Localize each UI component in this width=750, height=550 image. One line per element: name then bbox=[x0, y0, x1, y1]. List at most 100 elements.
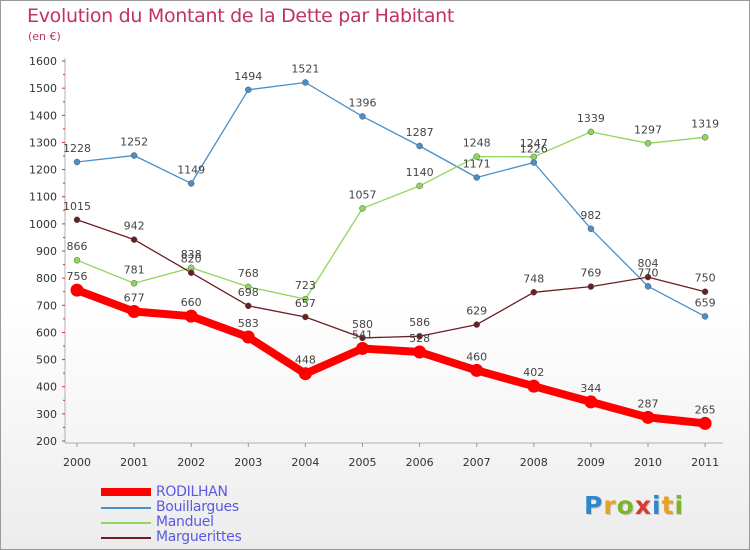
x-tick-label: 2000 bbox=[63, 456, 91, 469]
legend-item-rodilhan: RODILHAN bbox=[101, 484, 361, 500]
x-tick-label: 2010 bbox=[634, 456, 662, 469]
data-label-rodilhan: 677 bbox=[124, 292, 145, 305]
data-point-manduel bbox=[587, 128, 595, 136]
data-label-rodilhan: 460 bbox=[466, 350, 487, 363]
data-point-marguerittes bbox=[187, 269, 195, 276]
data-point-marguerittes bbox=[359, 334, 366, 342]
data-label-rodilhan: 756 bbox=[67, 270, 88, 283]
legend-swatch-rodilhan bbox=[101, 488, 151, 496]
y-tick-label: 400 bbox=[36, 381, 57, 394]
proxiti-logo: Proxiti bbox=[584, 491, 684, 520]
x-axis-ticks: 2000 2001 2002 2003 2004 2005 2006 2007 2008 2009… bbox=[63, 443, 719, 469]
data-label-manduel: 768 bbox=[238, 267, 259, 280]
data-label-bouillargues: 1228 bbox=[63, 142, 91, 155]
data-point-rodilhan bbox=[527, 379, 541, 393]
data-label-manduel: 1297 bbox=[634, 123, 662, 136]
data-label-bouillargues: 1171 bbox=[463, 157, 491, 170]
series-layer bbox=[70, 79, 712, 430]
legend-label-bouillargues: Bouillargues bbox=[156, 499, 239, 515]
data-point-rodilhan bbox=[70, 283, 84, 297]
data-point-rodilhan bbox=[298, 367, 312, 381]
legend-item-manduel: Manduel bbox=[101, 514, 361, 530]
data-label-marguerittes: 657 bbox=[295, 297, 316, 310]
x-tick-label: 2011 bbox=[691, 456, 719, 469]
data-point-marguerittes bbox=[701, 288, 709, 295]
data-label-marguerittes: 750 bbox=[695, 272, 716, 285]
x-tick-label: 2008 bbox=[520, 456, 548, 469]
x-tick-label: 2005 bbox=[349, 456, 377, 469]
data-label-marguerittes: 804 bbox=[638, 257, 659, 270]
logo-letter: i bbox=[674, 491, 685, 520]
data-point-bouillargues bbox=[130, 152, 138, 159]
data-point-marguerittes bbox=[644, 273, 652, 281]
data-point-marguerittes bbox=[416, 332, 423, 340]
series-marguerittes bbox=[73, 216, 709, 342]
data-label-rodilhan: 448 bbox=[295, 354, 316, 367]
series-line-marguerittes bbox=[76, 219, 706, 339]
data-label-manduel: 866 bbox=[67, 240, 88, 253]
data-label-manduel: 723 bbox=[295, 279, 316, 292]
data-label-bouillargues: 1149 bbox=[177, 163, 205, 176]
data-label-rodilhan: 528 bbox=[409, 332, 430, 345]
data-label-manduel: 1140 bbox=[406, 166, 434, 179]
logo-letter: P bbox=[584, 491, 604, 520]
y-tick-label: 700 bbox=[36, 299, 57, 312]
data-label-manduel: 1057 bbox=[349, 188, 377, 201]
data-point-marguerittes bbox=[245, 302, 252, 310]
data-label-marguerittes: 698 bbox=[238, 286, 259, 299]
legend-item-marguerittes: Marguerittes bbox=[101, 529, 361, 545]
data-point-bouillargues bbox=[473, 174, 480, 181]
x-tick-label: 2007 bbox=[463, 456, 491, 469]
data-point-bouillargues bbox=[701, 313, 709, 320]
data-label-rodilhan: 402 bbox=[523, 366, 544, 379]
x-tick-label: 2004 bbox=[291, 456, 319, 469]
data-point-rodilhan bbox=[127, 305, 141, 319]
logo-letter: r bbox=[603, 491, 617, 520]
y-tick-label: 800 bbox=[36, 272, 57, 285]
data-label-rodilhan: 660 bbox=[181, 296, 202, 309]
data-point-bouillargues bbox=[245, 86, 252, 94]
y-tick-label: 900 bbox=[36, 245, 57, 258]
legend-swatch-bouillargues bbox=[101, 507, 151, 509]
data-label-marguerittes: 586 bbox=[409, 316, 430, 329]
x-tick-label: 2006 bbox=[406, 456, 434, 469]
data-point-manduel bbox=[530, 153, 538, 161]
legend-swatch-marguerittes bbox=[101, 537, 151, 539]
data-point-manduel bbox=[359, 205, 366, 212]
data-label-rodilhan: 287 bbox=[638, 397, 659, 410]
data-label-bouillargues: 1252 bbox=[120, 135, 148, 148]
data-point-manduel bbox=[644, 140, 652, 147]
data-point-marguerittes bbox=[130, 236, 138, 243]
x-tick-label: 2001 bbox=[120, 456, 148, 469]
series-line-rodilhan bbox=[73, 286, 710, 428]
y-axis-ticks: 200 300 400 500 600 700 800 900 1000 1100 1200 1300… bbox=[29, 55, 65, 448]
data-point-marguerittes bbox=[587, 283, 595, 290]
data-label-marguerittes: 748 bbox=[523, 272, 544, 285]
data-label-marguerittes: 769 bbox=[580, 267, 601, 280]
data-label-bouillargues: 659 bbox=[695, 296, 716, 309]
legend-item-bouillargues: Bouillargues bbox=[101, 499, 361, 515]
series-rodilhan bbox=[70, 283, 712, 430]
data-label-marguerittes: 629 bbox=[466, 305, 487, 318]
series-bouillargues bbox=[73, 79, 709, 320]
data-point-bouillargues bbox=[359, 113, 366, 120]
y-tick-label: 1500 bbox=[29, 82, 57, 95]
series-manduel bbox=[73, 128, 709, 303]
y-tick-label: 300 bbox=[36, 408, 57, 421]
y-tick-label: 1200 bbox=[29, 164, 57, 177]
data-labels: 756 677 660 583 448 541 528 460 402 344 287 265 1228… bbox=[63, 62, 719, 416]
data-point-manduel bbox=[245, 283, 252, 291]
data-label-bouillargues: 982 bbox=[580, 209, 601, 222]
y-tick-label: 1300 bbox=[29, 136, 57, 149]
data-label-rodilhan: 265 bbox=[695, 403, 716, 416]
data-point-manduel bbox=[473, 153, 480, 160]
data-point-rodilhan bbox=[241, 330, 255, 344]
data-label-bouillargues: 1494 bbox=[234, 70, 262, 83]
x-tick-label: 2002 bbox=[177, 456, 205, 469]
data-point-rodilhan bbox=[184, 309, 198, 323]
data-point-manduel bbox=[701, 134, 709, 141]
data-point-rodilhan bbox=[584, 395, 598, 409]
legend-swatch-manduel bbox=[101, 522, 151, 524]
legend-label-marguerittes: Marguerittes bbox=[156, 529, 242, 545]
